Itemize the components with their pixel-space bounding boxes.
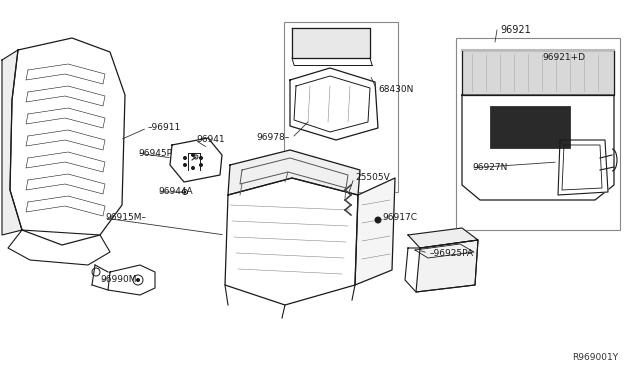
Polygon shape bbox=[2, 50, 22, 235]
Text: 96941: 96941 bbox=[196, 135, 225, 144]
Text: 96945P: 96945P bbox=[138, 148, 172, 157]
Bar bbox=[456, 38, 620, 230]
Polygon shape bbox=[225, 178, 358, 305]
Text: R969001Y: R969001Y bbox=[572, 353, 618, 362]
Text: 96978–: 96978– bbox=[257, 134, 290, 142]
Polygon shape bbox=[8, 230, 110, 265]
Circle shape bbox=[184, 164, 186, 167]
Polygon shape bbox=[292, 28, 370, 58]
Polygon shape bbox=[405, 240, 478, 292]
Text: 96944A: 96944A bbox=[158, 187, 193, 196]
Polygon shape bbox=[290, 68, 378, 140]
Polygon shape bbox=[355, 178, 395, 285]
Polygon shape bbox=[10, 38, 125, 245]
Circle shape bbox=[191, 167, 195, 170]
Text: –96925PA: –96925PA bbox=[430, 248, 474, 257]
Polygon shape bbox=[558, 140, 608, 195]
Text: 96921: 96921 bbox=[500, 25, 531, 35]
Circle shape bbox=[184, 191, 186, 193]
Circle shape bbox=[184, 157, 186, 160]
Text: 96921+D: 96921+D bbox=[542, 54, 585, 62]
Circle shape bbox=[375, 217, 381, 223]
Text: 96990M: 96990M bbox=[100, 276, 136, 285]
Polygon shape bbox=[462, 95, 614, 200]
Polygon shape bbox=[416, 240, 478, 292]
Text: 68430N: 68430N bbox=[378, 86, 413, 94]
Bar bbox=[284, 22, 398, 192]
Text: 25505V: 25505V bbox=[355, 173, 390, 183]
Polygon shape bbox=[108, 265, 155, 295]
Bar bbox=[490, 106, 570, 148]
Text: 96915M–: 96915M– bbox=[105, 214, 146, 222]
Text: –96911: –96911 bbox=[148, 124, 181, 132]
Polygon shape bbox=[170, 138, 222, 182]
Text: 96927N: 96927N bbox=[472, 164, 508, 173]
Text: 96917C: 96917C bbox=[382, 214, 417, 222]
Circle shape bbox=[191, 154, 195, 157]
Circle shape bbox=[200, 157, 202, 160]
Polygon shape bbox=[462, 50, 614, 95]
Circle shape bbox=[136, 279, 140, 282]
Circle shape bbox=[200, 164, 202, 167]
Polygon shape bbox=[228, 150, 360, 195]
Polygon shape bbox=[408, 228, 478, 248]
